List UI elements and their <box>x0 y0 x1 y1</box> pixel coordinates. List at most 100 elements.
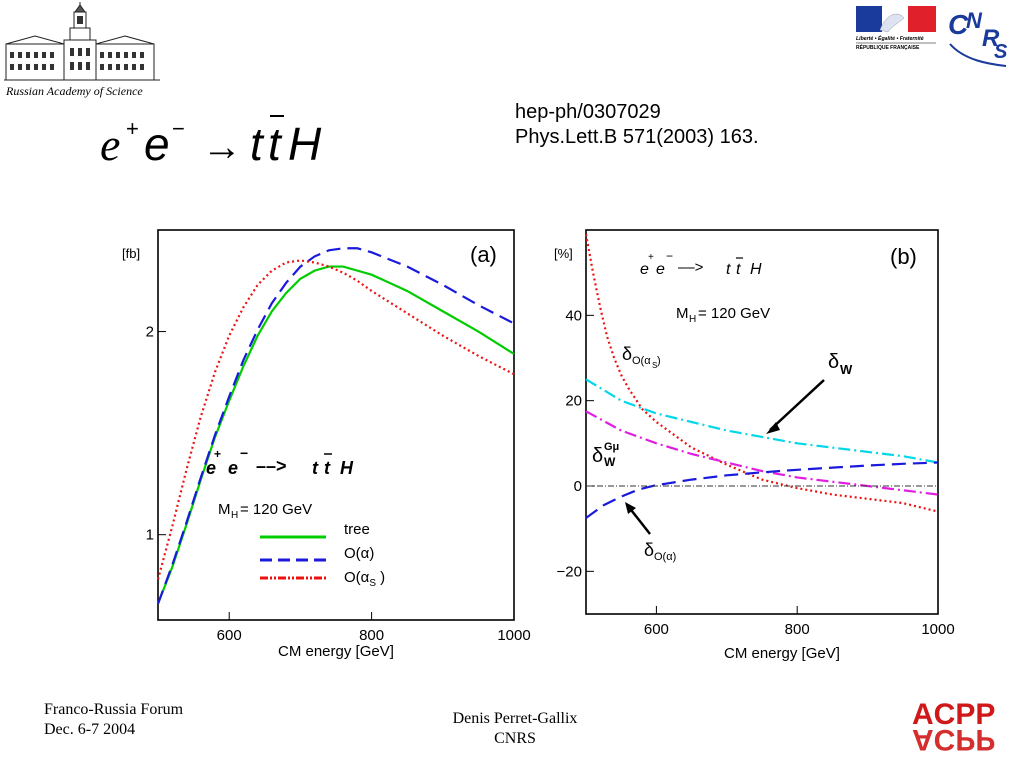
chart-a-mass-label: M H = 120 GeV <box>218 501 312 521</box>
chart-a-panel-label: (a) <box>470 242 497 267</box>
chart-a-series-2 <box>156 259 515 580</box>
chart-b-xtick-label: 1000 <box>921 621 954 638</box>
chart-b-series-2 <box>585 410 939 496</box>
chart-b-mass-label: M H = 120 GeV <box>676 305 770 325</box>
academy-caption: Russian Academy of Science <box>6 84 143 98</box>
svg-text:C: C <box>948 9 969 40</box>
reference-journal: Phys.Lett.B 571(2003) 163. <box>515 126 759 148</box>
acpp-logo-text: ACPP <box>912 698 995 731</box>
legend-label-oalphas: O(αS ) <box>344 569 385 589</box>
svg-text:H: H <box>288 118 322 170</box>
svg-text:ACPP: ACPP <box>912 723 995 756</box>
svg-text:t: t <box>312 458 319 478</box>
svg-text:O(α: O(α <box>632 355 651 367</box>
svg-text:): ) <box>657 355 661 367</box>
svg-text:+: + <box>214 447 221 461</box>
svg-text:+: + <box>126 116 139 141</box>
chart-b-ytick-label: 20 <box>565 393 582 410</box>
svg-text:e: e <box>656 261 665 278</box>
legend-label-oalpha: O(α) <box>344 545 374 562</box>
footer-author: Denis Perret-Gallix CNRS <box>390 709 640 749</box>
svg-text:t: t <box>250 118 265 170</box>
chart-b-series-0 <box>584 234 939 513</box>
svg-text:−: − <box>240 445 248 461</box>
chart-b: 600 800 1000 40 20 0 −20 [%] (b) CM energy [Ge… <box>554 229 955 662</box>
chart-b-plot-frame <box>585 229 939 615</box>
chart-a-ytick-label: 2 <box>146 324 154 341</box>
chart-b-xtick-label: 600 <box>644 621 669 638</box>
svg-text:t: t <box>736 261 741 278</box>
svg-text:t: t <box>268 118 283 170</box>
svg-text:M: M <box>676 305 689 322</box>
french-republic-logo: Liberté • Égalité • Fraternité RÉPUBLIQU… <box>856 6 936 51</box>
svg-text:= 120 GeV: = 120 GeV <box>240 501 312 518</box>
french-republic-label: RÉPUBLIQUE FRANÇAISE <box>856 43 920 51</box>
reference-block: hep-ph/0307029 Phys.Lett.B 571(2003) 163… <box>515 100 759 150</box>
svg-text:S: S <box>994 41 1008 63</box>
process-formula: e + e − → t t H <box>100 115 322 170</box>
svg-text:t: t <box>324 458 331 478</box>
reference-arxiv: hep-ph/0307029 <box>515 101 661 123</box>
chart-a-plot-frame <box>157 229 515 621</box>
chart-b-ytick-label: −20 <box>557 563 582 580</box>
arrowhead-delta-o-alpha <box>625 502 636 514</box>
footer-author-org: CNRS <box>494 730 536 747</box>
chart-a-ylabel: [fb] <box>122 246 140 261</box>
svg-text:δ: δ <box>622 344 632 364</box>
footer-event-date: Dec. 6-7 2004 <box>44 721 136 738</box>
chart-a-series-1 <box>156 247 515 605</box>
chart-a-process-label: e + e − ––> t t H <box>206 445 354 478</box>
chart-b-ytick-label: 40 <box>565 307 582 324</box>
svg-text:––>: ––> <box>256 456 287 476</box>
svg-text:→: → <box>202 125 242 169</box>
svg-text:H: H <box>750 261 762 278</box>
svg-text:H: H <box>340 458 354 478</box>
svg-text:−: − <box>666 249 673 263</box>
svg-text:e: e <box>144 118 170 170</box>
svg-text:e: e <box>228 458 238 478</box>
label-delta-w-gmu: δ Gμ W <box>592 441 619 469</box>
svg-text:H: H <box>231 510 238 521</box>
chart-b-series-3 <box>585 461 939 519</box>
svg-text:+: + <box>648 252 654 263</box>
chart-a-xtick-label: 1000 <box>497 627 530 644</box>
label-delta-o-alphas: δ O(α S) <box>622 344 661 370</box>
svg-text:δ: δ <box>828 351 839 373</box>
acpp-logo: ACPP ACPP <box>912 698 995 756</box>
chart-b-ylabel: [%] <box>554 246 573 261</box>
svg-text:M: M <box>218 501 231 518</box>
cnrs-logo: C N R S <box>948 8 1008 67</box>
chart-a-ytick-label: 1 <box>146 527 154 544</box>
academy-building-logo <box>4 2 160 81</box>
svg-text:S: S <box>652 361 657 370</box>
chart-b-xlabel: CM energy [GeV] <box>724 645 840 662</box>
svg-text:W: W <box>604 455 616 469</box>
legend-label-tree: tree <box>344 521 370 538</box>
svg-text:δ: δ <box>644 540 654 560</box>
chart-b-process-label: e + e − ––> t t H <box>640 249 762 278</box>
footer-event-name: Franco-Russia Forum <box>44 701 184 718</box>
chart-a-xtick-label: 600 <box>217 627 242 644</box>
svg-text:R: R <box>982 25 1000 52</box>
svg-text:Gμ: Gμ <box>604 441 619 453</box>
chart-a-series-0 <box>156 265 515 605</box>
svg-text:−: − <box>172 116 185 141</box>
chart-b-ytick-label: 0 <box>574 478 582 495</box>
svg-text:H: H <box>689 314 696 325</box>
svg-text:N: N <box>966 8 983 33</box>
svg-text:O(α): O(α) <box>654 551 676 563</box>
chart-a: 600 800 1000 1 2 [fb] (a) CM energy [GeV] e … <box>122 229 531 660</box>
svg-text:= 120 GeV: = 120 GeV <box>698 305 770 322</box>
chart-a-xlabel: CM energy [GeV] <box>278 643 394 660</box>
footer-author-name: Denis Perret-Gallix <box>452 710 578 727</box>
svg-text:t: t <box>726 261 731 278</box>
footer-event: Franco-Russia Forum Dec. 6-7 2004 <box>44 700 183 740</box>
chart-b-series-1 <box>585 378 939 464</box>
svg-text:W: W <box>840 362 853 377</box>
chart-b-panel-label: (b) <box>890 244 917 269</box>
svg-text:e: e <box>640 261 649 278</box>
french-motto: Liberté • Égalité • Fraternité <box>856 34 924 42</box>
chart-a-xtick-label: 800 <box>359 627 384 644</box>
svg-text:––>: ––> <box>678 259 704 276</box>
